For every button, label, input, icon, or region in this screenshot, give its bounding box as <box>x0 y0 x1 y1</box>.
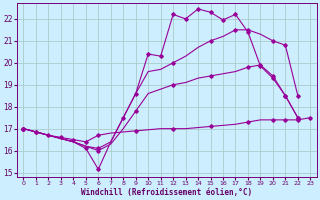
X-axis label: Windchill (Refroidissement éolien,°C): Windchill (Refroidissement éolien,°C) <box>81 188 252 197</box>
